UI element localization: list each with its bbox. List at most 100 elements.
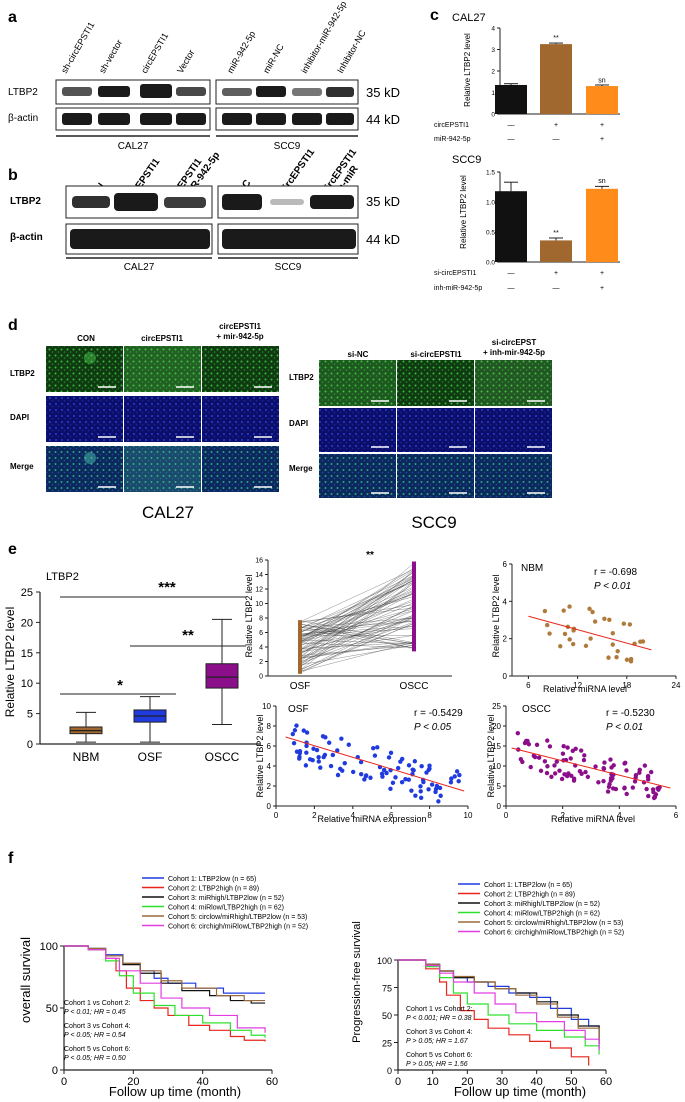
row-label: LTBP2 [10, 196, 41, 207]
legend-label: Cohort 3: miRhigh/LTBP2low (n = 52) [484, 901, 600, 908]
data-point [427, 763, 432, 768]
data-point [644, 786, 649, 792]
pair-line [299, 639, 415, 644]
x-tick-label: 40 [531, 1076, 543, 1088]
data-point [608, 776, 614, 781]
svg-text:si-NC: si-NC [348, 350, 369, 359]
svg-text:si-circEPST: si-circEPST [492, 338, 537, 347]
data-point [520, 759, 525, 765]
data-point [588, 636, 593, 641]
svg-text:+: + [600, 136, 604, 143]
lane-label: Inhibitor-NC [335, 28, 368, 75]
pair-line [299, 575, 415, 641]
blot-box [215, 107, 359, 131]
data-point [562, 631, 568, 637]
data-point [615, 648, 620, 654]
kd-label: 35 kD [366, 194, 400, 209]
y-tick-label: 0 [267, 802, 272, 811]
data-point [633, 772, 639, 778]
bar-chart-scc9: 0.0 0.5 1.0 1.5 ** sn [486, 170, 620, 267]
data-point [609, 765, 614, 770]
lane-label: circEPSTI1 [139, 31, 170, 75]
y-tick-label: 50 [46, 1003, 58, 1015]
y-tick-label: 20 [21, 617, 33, 629]
data-point [388, 786, 393, 792]
pair-line [299, 620, 415, 636]
legend-label: Cohort 5: circlow/miRhigh/LTBP2low (n = … [484, 920, 623, 927]
kd-label: 44 kD [366, 112, 400, 127]
data-point [418, 784, 423, 789]
pair-line [299, 590, 415, 642]
x-tick-label: 0 [504, 811, 509, 820]
kd-label: 44 kD [366, 232, 400, 247]
scatter-osf: 0 2 4 6 8 10 0 2 4 6 8 10 [262, 702, 473, 820]
pair-line [299, 580, 415, 638]
bar [495, 191, 527, 262]
pair-line [299, 617, 415, 663]
pair-line [299, 577, 415, 633]
x-tick-label: 30 [496, 1076, 508, 1088]
x-tick-label: 6 [389, 811, 394, 820]
data-point [587, 606, 592, 612]
pair-line [299, 642, 415, 649]
legend-label: Cohort 4: miRlow/LTBP2high (n = 62) [484, 911, 600, 918]
group-label: CAL27 [142, 503, 194, 522]
svg-text:—: — [553, 285, 560, 292]
data-point [569, 773, 574, 778]
km-progression-free: 0 10 20 30 40 50 60 0 25 50 75 100 [377, 956, 612, 1088]
data-point [316, 755, 321, 760]
fit-line [511, 747, 671, 789]
panel-letter-c: c [430, 7, 439, 24]
svg-text:r = -0.5429: r = -0.5429 [414, 708, 463, 719]
scatter-oscc: 0 2 4 6 0 5 10 15 20 25 [492, 702, 679, 820]
svg-text:LTBP2: LTBP2 [10, 369, 35, 378]
data-point [542, 608, 548, 614]
data-point [381, 767, 387, 773]
data-point [621, 621, 627, 626]
svg-text:—: — [508, 270, 515, 277]
row-label: β-actin [8, 113, 38, 124]
data-point [326, 740, 332, 745]
data-point [570, 641, 576, 647]
data-point [384, 770, 389, 776]
svg-text:Cohort 5 vs Cohort 6:: Cohort 5 vs Cohort 6: [64, 1046, 131, 1053]
data-point [438, 793, 443, 798]
x-tick-label: OSCC [205, 750, 240, 764]
y-tick-label: 0 [27, 739, 33, 751]
svg-text:P < 0.05; HR = 0.50: P < 0.05; HR = 0.50 [64, 1055, 126, 1062]
data-point [436, 799, 441, 804]
data-point [552, 771, 558, 776]
data-point [552, 763, 557, 768]
data-point [544, 770, 550, 776]
y-tick-label: 2 [259, 659, 263, 666]
y-tick-label: 2 [491, 69, 495, 76]
data-point [456, 779, 461, 784]
lane-label: Vector [175, 48, 196, 75]
x-axis-label: Follow up time (month) [109, 1084, 241, 1099]
x-tick-label: 6 [674, 811, 679, 820]
data-point [291, 740, 297, 746]
data-point [526, 742, 532, 747]
data-point [645, 777, 651, 782]
svg-text:P < 0.05; HR = 0.54: P < 0.05; HR = 0.54 [64, 1032, 126, 1039]
blot-bands [70, 193, 356, 249]
data-point [623, 760, 628, 765]
pair-line [299, 592, 415, 643]
data-point [342, 760, 347, 766]
y-tick-label: 4 [267, 762, 272, 771]
pair-line [299, 569, 415, 623]
svg-text:LTBP2: LTBP2 [289, 373, 314, 382]
pair-line [299, 582, 415, 662]
data-point [410, 767, 415, 772]
panel-e: e LTBP2 Relative LTBP2 level 0510152025N… [3, 541, 681, 824]
data-point [340, 768, 345, 773]
data-point [567, 637, 572, 642]
svg-text:P < 0.05: P < 0.05 [414, 722, 452, 733]
chart-title: LTBP2 [46, 571, 79, 583]
y-tick-label: 12 [255, 587, 263, 594]
svg-text:Cohort 3 vs Cohort 4:: Cohort 3 vs Cohort 4: [64, 1023, 131, 1030]
data-point [457, 772, 462, 778]
pair-line [299, 593, 415, 633]
data-point [642, 763, 648, 768]
x-tick-label: OSF [290, 681, 311, 692]
